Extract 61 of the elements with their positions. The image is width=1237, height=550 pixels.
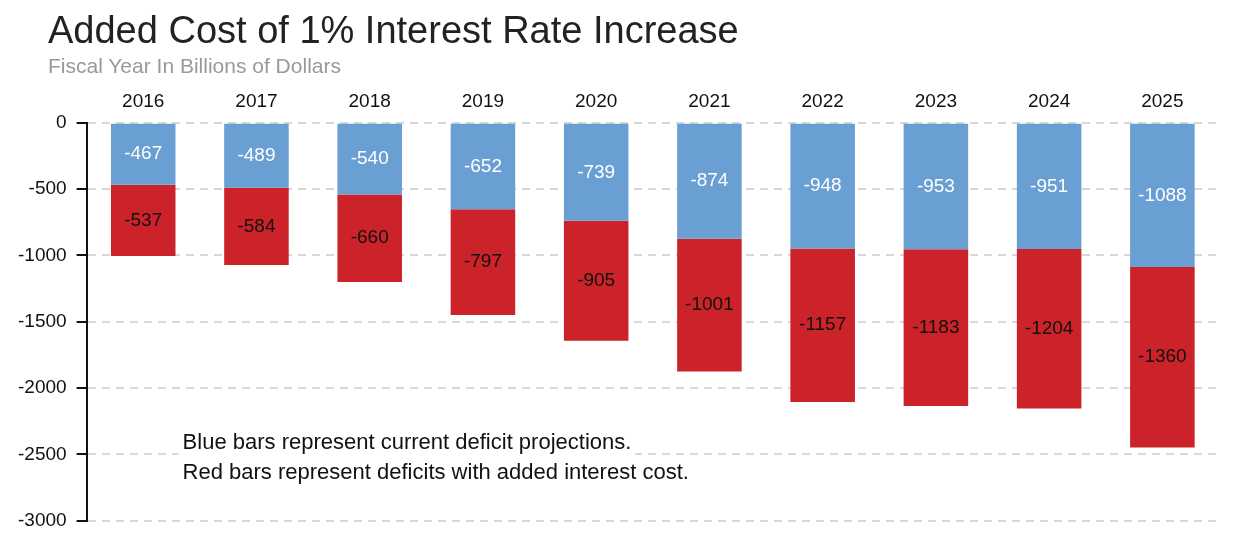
x-tick-label: 2020 (575, 89, 618, 111)
data-label: -1183 (912, 315, 960, 337)
y-tick-label: -1000 (17, 243, 67, 265)
data-label: -1157 (799, 313, 847, 335)
x-tick-label: 2025 (1141, 89, 1184, 111)
data-label: -467 (124, 142, 163, 164)
bar (790, 248, 855, 402)
bar (563, 123, 629, 221)
y-tick-label: -1500 (17, 309, 67, 331)
data-label: -1204 (1024, 316, 1074, 338)
data-label: -739 (577, 160, 616, 182)
bar (677, 123, 742, 239)
bar (563, 220, 629, 341)
bar (903, 249, 969, 407)
data-label: -489 (237, 143, 276, 165)
bar (337, 194, 402, 282)
x-tick-label: 2024 (1028, 89, 1071, 111)
annotation: Blue bars represent current deficit projections. (182, 428, 632, 454)
bar (450, 209, 516, 315)
y-tick-label: -2500 (17, 442, 67, 464)
data-label: -584 (237, 214, 276, 236)
bar (110, 184, 176, 256)
y-tick-label: -2000 (17, 376, 67, 398)
y-tick-label: 0 (56, 111, 67, 133)
bar (903, 123, 969, 250)
data-label: -905 (577, 269, 616, 291)
data-label: -540 (350, 147, 389, 169)
bar (1130, 123, 1195, 268)
bar (224, 123, 289, 188)
bar (337, 123, 402, 195)
chart-subtitle: Fiscal Year In Billions of Dollars (48, 53, 342, 79)
x-tick-label: 2021 (688, 89, 731, 111)
bar (677, 238, 742, 372)
data-label: -874 (690, 169, 729, 191)
x-tick-label: 2022 (801, 89, 844, 111)
data-label: -652 (463, 154, 502, 176)
bar (450, 123, 516, 210)
annotation: Red bars represent deficits with added interest cost. (182, 458, 689, 484)
x-tick-label: 2017 (235, 89, 278, 111)
data-label: -660 (350, 226, 389, 248)
bar (224, 187, 289, 266)
bar (790, 123, 855, 249)
x-tick-label: 2016 (122, 89, 165, 111)
data-label: -1001 (685, 293, 734, 315)
x-tick-label: 2023 (914, 89, 958, 111)
bar (1016, 248, 1082, 409)
data-label: -951 (1030, 174, 1069, 196)
data-label: -537 (124, 208, 163, 230)
bar (1130, 267, 1195, 448)
chart-title: Added Cost of 1% Interest Rate Increase (48, 8, 740, 52)
data-label: -797 (463, 250, 502, 272)
data-label: -953 (916, 174, 955, 196)
data-label: -1360 (1138, 345, 1187, 367)
y-tick-label: -500 (28, 177, 67, 199)
bar (110, 123, 176, 185)
data-label: -948 (803, 174, 842, 196)
x-tick-label: 2018 (348, 89, 391, 111)
data-label: -1088 (1138, 183, 1187, 205)
y-tick-label: -3000 (17, 508, 67, 530)
bar (1016, 123, 1082, 249)
x-tick-label: 2019 (461, 89, 505, 111)
